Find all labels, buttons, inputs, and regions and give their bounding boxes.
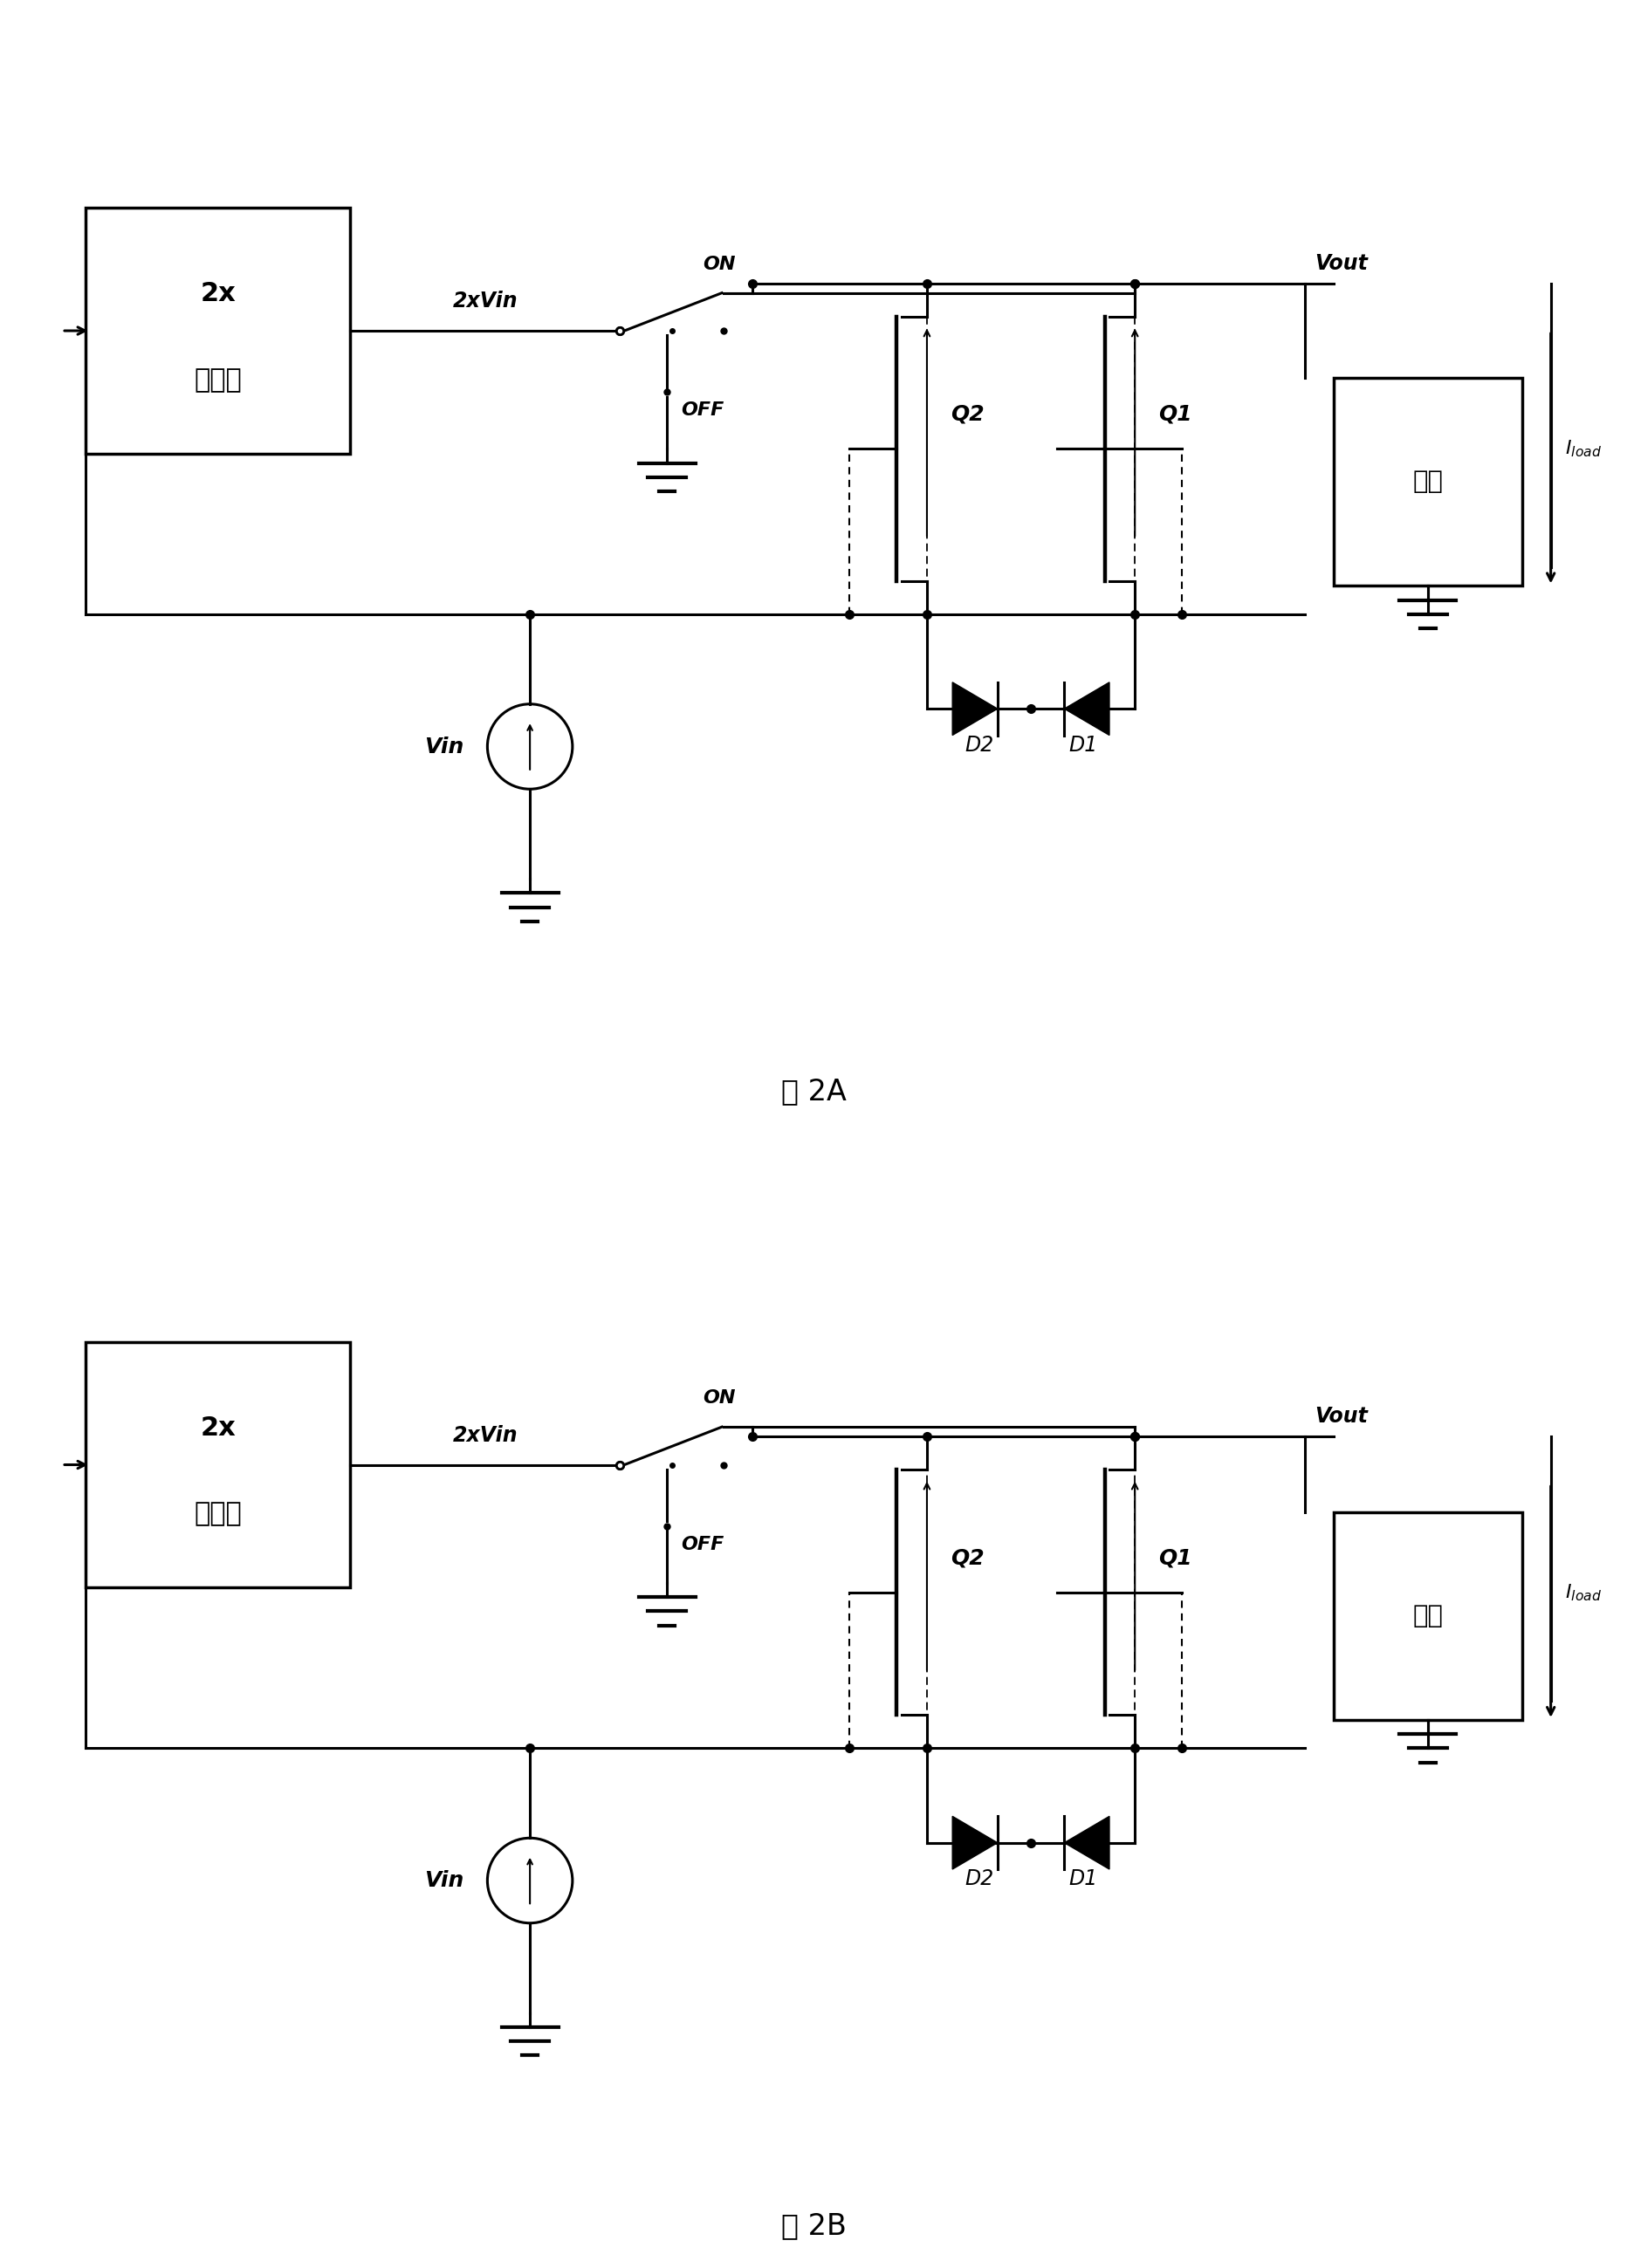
Text: D2: D2 (965, 1869, 994, 1889)
Text: I$_{load}$: I$_{load}$ (1565, 438, 1601, 458)
Text: Q2: Q2 (950, 404, 984, 424)
Text: 负载: 负载 (1412, 1603, 1443, 1628)
Text: 2x: 2x (200, 281, 236, 306)
Text: Q2: Q2 (950, 1547, 984, 1569)
Text: Vin: Vin (425, 1871, 464, 1892)
Text: D1: D1 (1069, 735, 1097, 755)
Text: D2: D2 (965, 735, 994, 755)
Text: 电荷泵: 电荷泵 (194, 367, 242, 392)
Text: Vout: Vout (1315, 252, 1368, 274)
Text: Vin: Vin (425, 737, 464, 758)
Polygon shape (952, 683, 997, 735)
Text: 2xVin: 2xVin (452, 290, 517, 313)
Bar (1334, 379, 1523, 585)
Polygon shape (952, 1817, 997, 1869)
Text: 2x: 2x (200, 1415, 236, 1440)
Text: Q1: Q1 (1158, 404, 1193, 424)
Text: OFF: OFF (682, 1535, 724, 1554)
Text: 电荷泵: 电荷泵 (194, 1501, 242, 1526)
Text: Q1: Q1 (1158, 1547, 1193, 1569)
Text: OFF: OFF (682, 401, 724, 420)
Polygon shape (1064, 683, 1110, 735)
Text: ON: ON (703, 256, 735, 272)
Text: 图 2B: 图 2B (781, 2211, 846, 2241)
Text: 负载: 负载 (1412, 469, 1443, 494)
Text: D1: D1 (1069, 1869, 1097, 1889)
Text: I$_{load}$: I$_{load}$ (1565, 1583, 1601, 1603)
Bar (86, 1343, 350, 1588)
Text: Vout: Vout (1315, 1406, 1368, 1427)
Text: 图 2A: 图 2A (781, 1077, 846, 1107)
Bar (86, 209, 350, 454)
Text: ON: ON (703, 1390, 735, 1406)
Text: 2xVin: 2xVin (452, 1424, 517, 1447)
Bar (1334, 1513, 1523, 1719)
Polygon shape (1064, 1817, 1110, 1869)
